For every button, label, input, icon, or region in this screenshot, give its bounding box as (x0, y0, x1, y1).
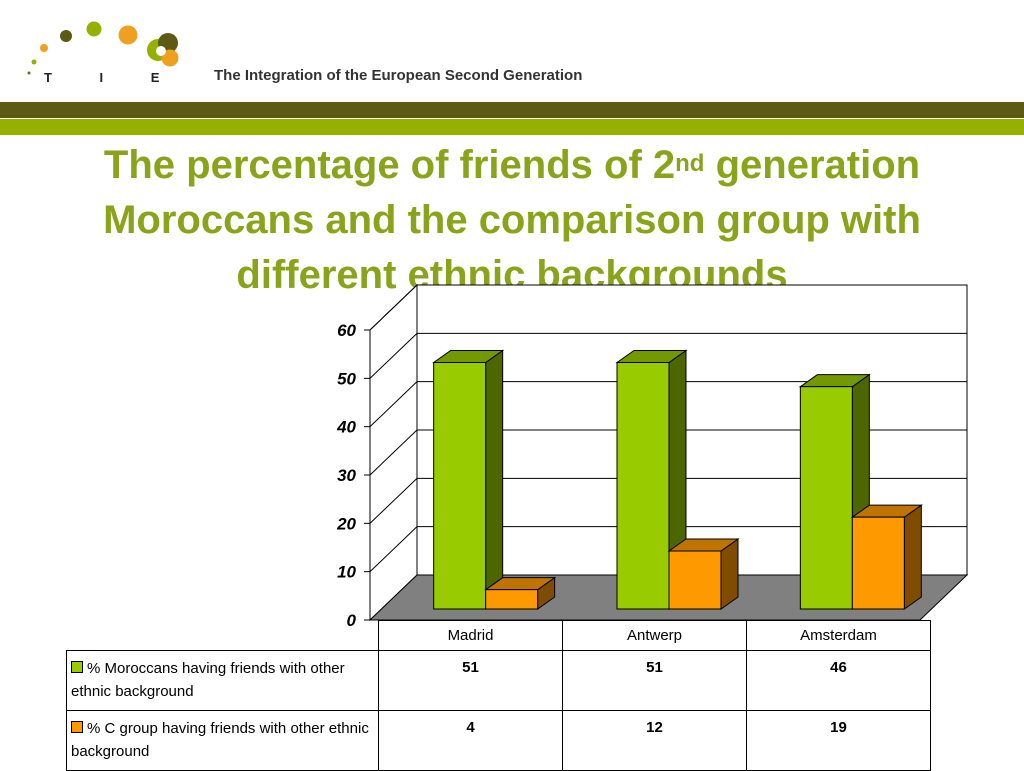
bar-0 (433, 362, 487, 610)
y-tick-label: 10 (337, 563, 356, 582)
table-cell: 12 (562, 710, 747, 771)
table-cell: 4 (378, 710, 563, 771)
table-row: % C group having friends with other ethn… (66, 710, 931, 771)
table-header-cell: Madrid (378, 620, 563, 651)
logo-dot (118, 25, 138, 45)
gridline-side (369, 526, 418, 573)
gridline-side (369, 429, 418, 476)
ties-logo: T I E S (27, 21, 200, 85)
chart-data-table: Madrid Antwerp Amsterdam % Moroccans hav… (66, 620, 931, 771)
bar-side-0 (485, 349, 504, 610)
logo-dot (27, 71, 31, 75)
legend-swatch-green (71, 661, 83, 674)
legend-swatch-orange (71, 721, 83, 734)
gridline-side (369, 284, 418, 331)
table-cell: 46 (746, 650, 931, 711)
legend-entry: % Moroccans having friends with other et… (66, 650, 379, 711)
table-cell: 51 (562, 650, 747, 711)
logo-text: T I E S (44, 70, 200, 85)
table-cell: 51 (378, 650, 563, 711)
y-tick-label: 40 (336, 418, 356, 437)
gridline-side (369, 381, 418, 428)
y-tick-label: 20 (336, 514, 356, 533)
org-name: The Integration of the European Second G… (214, 67, 583, 84)
table-header-cell: Amsterdam (746, 620, 931, 651)
gridline-side (369, 332, 418, 379)
bar-1 (668, 550, 722, 610)
header-band-dark (0, 102, 1024, 118)
bar-side-1 (903, 504, 922, 610)
bar-0 (799, 386, 853, 610)
bar-1 (851, 516, 905, 610)
title-part1: The percentage of friends of 2 (103, 143, 676, 187)
logo-dot (156, 46, 166, 56)
title-superscript: nd (675, 150, 705, 177)
table-corner (66, 620, 379, 651)
logo-dot (40, 44, 48, 52)
header-band-light (0, 119, 1024, 135)
y-tick-label: 50 (337, 369, 356, 388)
logo-dot (86, 21, 102, 37)
table-header-cell: Antwerp (562, 620, 747, 651)
table-cell: 19 (746, 710, 931, 771)
legend-label: % Moroccans having friends with other et… (71, 660, 345, 700)
bar-1 (485, 589, 539, 610)
legend-entry: % C group having friends with other ethn… (66, 710, 379, 771)
logo-dot (60, 30, 72, 42)
logo-dot (31, 59, 37, 65)
legend-label: % C group having friends with other ethn… (71, 720, 369, 760)
logo-dot (161, 49, 179, 67)
slide-title: The percentage of friends of 2nd generat… (30, 138, 994, 303)
bar-0 (616, 362, 670, 610)
gridline-side (369, 477, 418, 524)
y-tick-label: 30 (337, 466, 356, 485)
table-header-row: Madrid Antwerp Amsterdam (66, 620, 931, 651)
table-row: % Moroccans having friends with other et… (66, 650, 931, 711)
y-tick-label: 60 (337, 321, 356, 340)
